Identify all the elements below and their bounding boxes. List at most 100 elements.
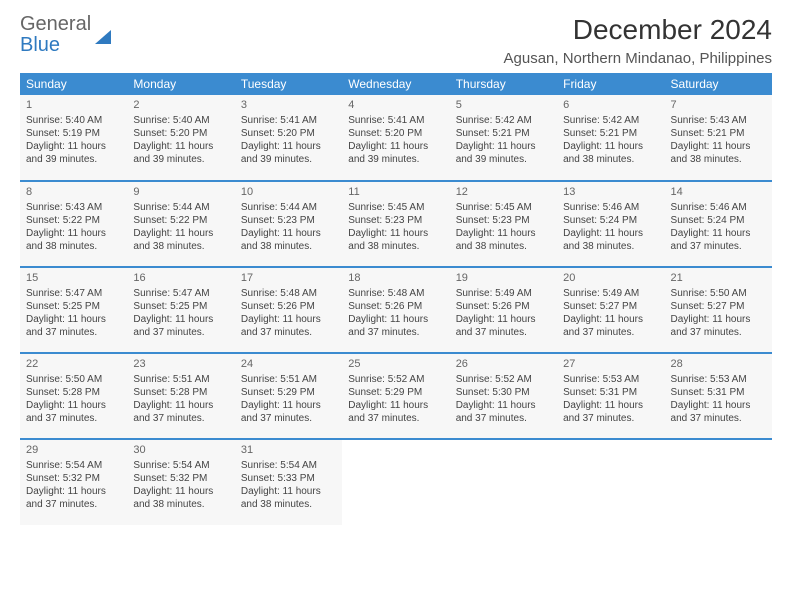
sunset-line: Sunset: 5:25 PM — [26, 300, 121, 313]
day-number: 4 — [348, 98, 443, 112]
sunset-line: Sunset: 5:26 PM — [456, 300, 551, 313]
sunset-line: Sunset: 5:28 PM — [26, 386, 121, 399]
logo-line1: General — [20, 13, 91, 35]
daylight-line: Daylight: 11 hours and 38 minutes. — [133, 485, 228, 511]
sunrise-line: Sunrise: 5:41 AM — [348, 114, 443, 127]
daylight-line: Daylight: 11 hours and 39 minutes. — [348, 140, 443, 166]
sunrise-line: Sunrise: 5:54 AM — [133, 459, 228, 472]
day-number: 11 — [348, 185, 443, 199]
calendar-cell: 12Sunrise: 5:45 AMSunset: 5:23 PMDayligh… — [450, 181, 557, 267]
sunrise-line: Sunrise: 5:43 AM — [26, 201, 121, 214]
sunrise-line: Sunrise: 5:48 AM — [348, 287, 443, 300]
sunset-line: Sunset: 5:19 PM — [26, 127, 121, 140]
sunrise-line: Sunrise: 5:44 AM — [241, 201, 336, 214]
calendar-cell: 23Sunrise: 5:51 AMSunset: 5:28 PMDayligh… — [127, 353, 234, 439]
calendar-row: 1Sunrise: 5:40 AMSunset: 5:19 PMDaylight… — [20, 95, 772, 181]
day-number: 6 — [563, 98, 658, 112]
calendar-cell-empty — [665, 439, 772, 525]
calendar-cell: 3Sunrise: 5:41 AMSunset: 5:20 PMDaylight… — [235, 95, 342, 181]
calendar-row: 15Sunrise: 5:47 AMSunset: 5:25 PMDayligh… — [20, 267, 772, 353]
daylight-line: Daylight: 11 hours and 37 minutes. — [563, 313, 658, 339]
daylight-line: Daylight: 11 hours and 37 minutes. — [26, 485, 121, 511]
sunrise-line: Sunrise: 5:45 AM — [348, 201, 443, 214]
day-number: 23 — [133, 357, 228, 371]
sunrise-line: Sunrise: 5:54 AM — [26, 459, 121, 472]
calendar-cell: 1Sunrise: 5:40 AMSunset: 5:19 PMDaylight… — [20, 95, 127, 181]
calendar-cell: 25Sunrise: 5:52 AMSunset: 5:29 PMDayligh… — [342, 353, 449, 439]
calendar-cell: 5Sunrise: 5:42 AMSunset: 5:21 PMDaylight… — [450, 95, 557, 181]
day-number: 1 — [26, 98, 121, 112]
sunset-line: Sunset: 5:22 PM — [133, 214, 228, 227]
day-number: 16 — [133, 271, 228, 285]
daylight-line: Daylight: 11 hours and 39 minutes. — [456, 140, 551, 166]
sunrise-line: Sunrise: 5:51 AM — [241, 373, 336, 386]
day-number: 22 — [26, 357, 121, 371]
sunrise-line: Sunrise: 5:50 AM — [671, 287, 766, 300]
sunrise-line: Sunrise: 5:42 AM — [563, 114, 658, 127]
day-number: 12 — [456, 185, 551, 199]
calendar-row: 8 Sunrise: 5:43 AM Sunset: 5:22 PM Daylight… — [20, 181, 772, 267]
sunset-line: Sunset: 5:29 PM — [241, 386, 336, 399]
calendar-cell: 6Sunrise: 5:42 AMSunset: 5:21 PMDaylight… — [557, 95, 664, 181]
calendar-cell: 7Sunrise: 5:43 AMSunset: 5:21 PMDaylight… — [665, 95, 772, 181]
calendar-cell: 26Sunrise: 5:52 AMSunset: 5:30 PMDayligh… — [450, 353, 557, 439]
sunrise-line: Sunrise: 5:46 AM — [671, 201, 766, 214]
calendar-body: 1Sunrise: 5:40 AMSunset: 5:19 PMDaylight… — [20, 95, 772, 525]
day-number: 15 — [26, 271, 121, 285]
daylight-line: Daylight: 11 hours and 39 minutes. — [241, 140, 336, 166]
sunrise-line: Sunrise: 5:47 AM — [133, 287, 228, 300]
calendar-cell: 29Sunrise: 5:54 AMSunset: 5:32 PMDayligh… — [20, 439, 127, 525]
daylight-line: Daylight: 11 hours and 37 minutes. — [241, 313, 336, 339]
calendar-cell: 21Sunrise: 5:50 AMSunset: 5:27 PMDayligh… — [665, 267, 772, 353]
day-number: 13 — [563, 185, 658, 199]
calendar-cell-empty — [450, 439, 557, 525]
weekday-header: Wednesday — [342, 73, 449, 95]
sunrise-line: Sunrise: 5:41 AM — [241, 114, 336, 127]
day-number: 5 — [456, 98, 551, 112]
day-number: 8 — [26, 185, 121, 199]
sunrise-line: Sunrise: 5:54 AM — [241, 459, 336, 472]
daylight-line: Daylight: 11 hours and 38 minutes. — [26, 227, 121, 253]
logo-text: General Blue — [20, 14, 91, 56]
day-number: 27 — [563, 357, 658, 371]
sunset-line: Sunset: 5:33 PM — [241, 472, 336, 485]
daylight-line: Daylight: 11 hours and 38 minutes. — [456, 227, 551, 253]
day-number: 9 — [133, 185, 228, 199]
sunset-line: Sunset: 5:30 PM — [456, 386, 551, 399]
day-number: 25 — [348, 357, 443, 371]
sunrise-line: Sunrise: 5:43 AM — [671, 114, 766, 127]
day-number: 28 — [671, 357, 766, 371]
sunset-line: Sunset: 5:28 PM — [133, 386, 228, 399]
sunset-line: Sunset: 5:21 PM — [671, 127, 766, 140]
calendar-row: 22Sunrise: 5:50 AMSunset: 5:28 PMDayligh… — [20, 353, 772, 439]
sunset-line: Sunset: 5:31 PM — [563, 386, 658, 399]
daylight-line: Daylight: 11 hours and 37 minutes. — [671, 227, 766, 253]
month-title: December 2024 — [504, 14, 773, 46]
sunset-line: Sunset: 5:31 PM — [671, 386, 766, 399]
sunset-line: Sunset: 5:26 PM — [348, 300, 443, 313]
calendar-cell: 8Sunrise: 5:43 AMSunset: 5:22 PMDaylight… — [20, 181, 127, 267]
daylight-line: Daylight: 11 hours and 37 minutes. — [26, 399, 121, 425]
daylight-line: Daylight: 11 hours and 38 minutes. — [563, 227, 658, 253]
location-subtitle: Agusan, Northern Mindanao, Philippines — [504, 50, 773, 67]
day-number: 3 — [241, 98, 336, 112]
sunset-line: Sunset: 5:29 PM — [348, 386, 443, 399]
day-number: 31 — [241, 443, 336, 457]
day-number: 2 — [133, 98, 228, 112]
calendar-cell: 30Sunrise: 5:54 AMSunset: 5:32 PMDayligh… — [127, 439, 234, 525]
calendar-cell: 31Sunrise: 5:54 AMSunset: 5:33 PMDayligh… — [235, 439, 342, 525]
sunset-line: Sunset: 5:20 PM — [133, 127, 228, 140]
sunset-line: Sunset: 5:23 PM — [348, 214, 443, 227]
sunrise-line: Sunrise: 5:46 AM — [563, 201, 658, 214]
calendar-cell: 24Sunrise: 5:51 AMSunset: 5:29 PMDayligh… — [235, 353, 342, 439]
sunset-line: Sunset: 5:32 PM — [133, 472, 228, 485]
daylight-line: Daylight: 11 hours and 38 minutes. — [241, 227, 336, 253]
daylight-line: Daylight: 11 hours and 37 minutes. — [671, 399, 766, 425]
day-number: 20 — [563, 271, 658, 285]
daylight-line: Daylight: 11 hours and 37 minutes. — [26, 313, 121, 339]
sunset-line: Sunset: 5:32 PM — [26, 472, 121, 485]
calendar-cell: 9Sunrise: 5:44 AMSunset: 5:22 PMDaylight… — [127, 181, 234, 267]
sunrise-line: Sunrise: 5:49 AM — [563, 287, 658, 300]
daylight-line: Daylight: 11 hours and 37 minutes. — [241, 399, 336, 425]
calendar-row: 29Sunrise: 5:54 AMSunset: 5:32 PMDayligh… — [20, 439, 772, 525]
